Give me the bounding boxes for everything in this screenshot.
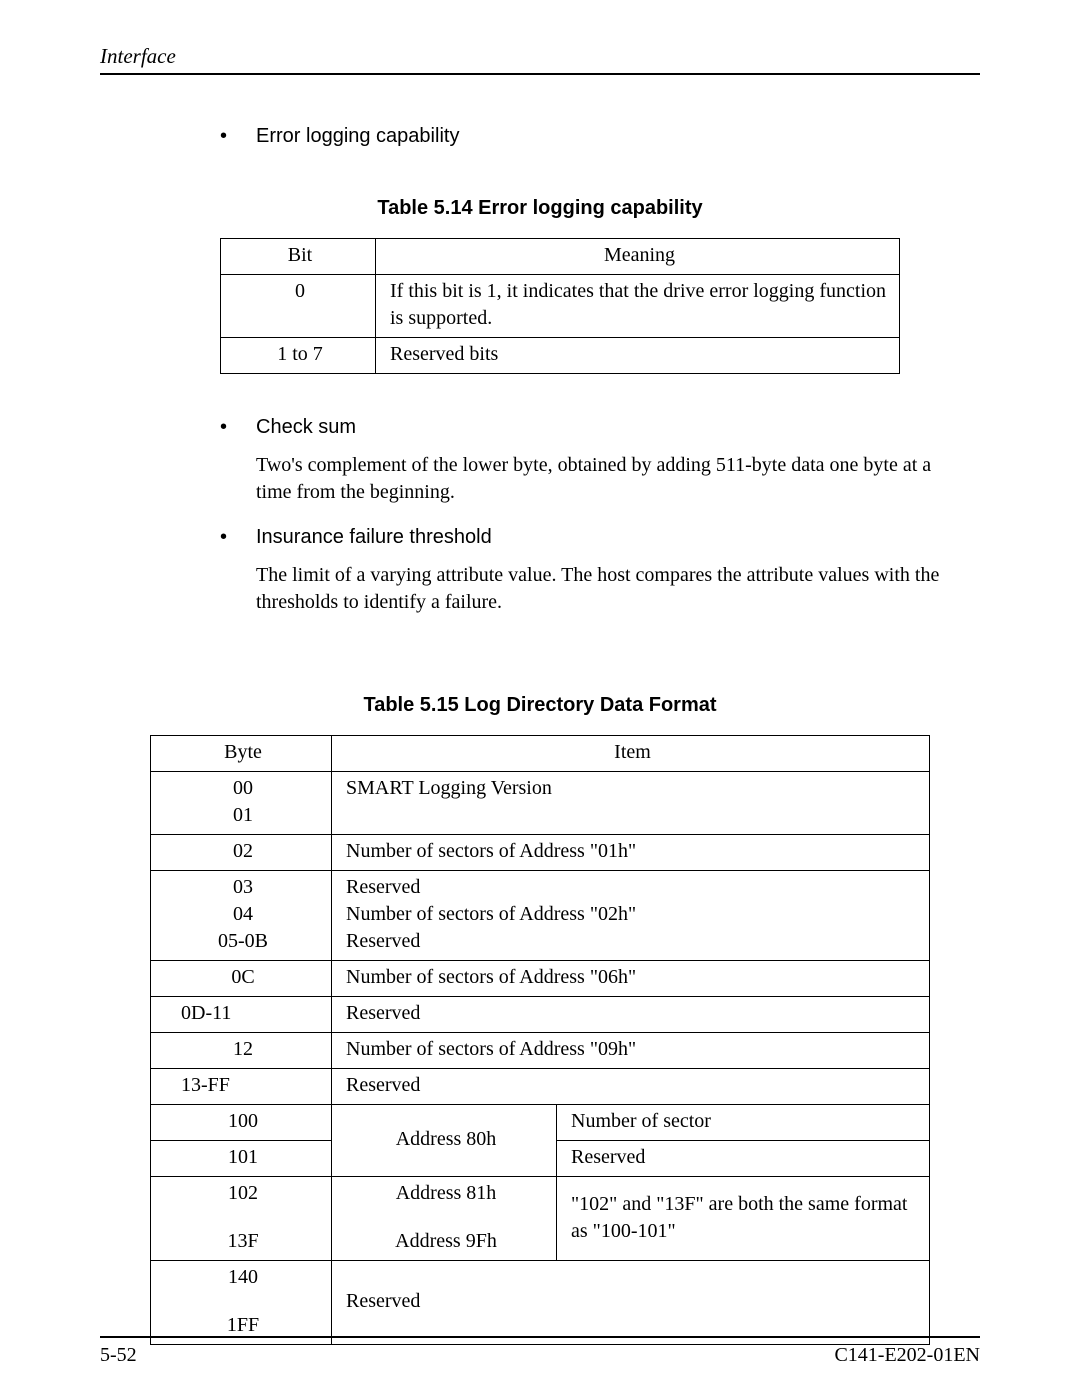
bullet-item: • Check sum xyxy=(220,414,980,440)
table-row: 13-FF Reserved xyxy=(151,1069,930,1105)
cell-item: Number of sectors of Address "09h" xyxy=(332,1033,930,1069)
cell-item: Number of sectors of Address "01h" xyxy=(332,835,930,871)
footer-rule xyxy=(100,1336,980,1338)
bullet-text: Insurance failure threshold xyxy=(256,524,492,550)
bullet-dot-icon: • xyxy=(220,123,256,149)
cell-item: Number of sectors of Address "06h" xyxy=(332,961,930,997)
table-row: 0 If this bit is 1, it indicates that th… xyxy=(221,275,900,338)
table-row: Bit Meaning xyxy=(221,239,900,275)
doc-code: C141-E202-01EN xyxy=(834,1344,980,1367)
cell-addr: Address 9Fh xyxy=(332,1225,557,1261)
paragraph-threshold: The limit of a varying attribute value. … xyxy=(256,562,950,616)
cell-byte: 02 xyxy=(151,835,332,871)
cell-note: "102" and "13F" are both the same format… xyxy=(557,1177,930,1261)
page-header: Interface xyxy=(100,44,980,75)
table-header-bit: Bit xyxy=(221,239,376,275)
bullet-dot-icon: • xyxy=(220,414,256,440)
cell-byte: 0C xyxy=(151,961,332,997)
page: Interface • Error logging capability Tab… xyxy=(0,0,1080,1397)
table-row: 0C Number of sectors of Address "06h" xyxy=(151,961,930,997)
table-515: Byte Item 00 01 SMART Logging Version 02… xyxy=(150,735,930,1345)
cell-byte: 13-FF xyxy=(151,1069,332,1105)
cell-meaning: If this bit is 1, it indicates that the … xyxy=(376,275,900,338)
cell-addr: Address 81h xyxy=(332,1177,557,1226)
cell-byte: 12 xyxy=(151,1033,332,1069)
cell-item: Reserved Number of sectors of Address "0… xyxy=(332,871,930,961)
paragraph-checksum: Two's complement of the lower byte, obta… xyxy=(256,452,950,506)
table-header-meaning: Meaning xyxy=(376,239,900,275)
content-area: • Error logging capability Table 5.14 Er… xyxy=(100,83,980,1345)
table-row: 0D-11 Reserved xyxy=(151,997,930,1033)
table-row: 140 Reserved xyxy=(151,1261,930,1310)
table-caption-515: Table 5.15 Log Directory Data Format xyxy=(100,694,980,717)
cell-byte: 102 xyxy=(151,1177,332,1226)
cell-byte: 00 01 xyxy=(151,772,332,835)
bullet-dot-icon: • xyxy=(220,524,256,550)
table-row: 1 to 7 Reserved bits xyxy=(221,338,900,374)
cell-item: Reserved xyxy=(332,1261,930,1345)
table-row: 102 Address 81h "102" and "13F" are both… xyxy=(151,1177,930,1226)
cell-byte: 140 xyxy=(151,1261,332,1310)
cell-item: Reserved xyxy=(332,997,930,1033)
cell-byte: 101 xyxy=(151,1141,332,1177)
table-row: 00 01 SMART Logging Version xyxy=(151,772,930,835)
header-section-title: Interface xyxy=(100,44,176,68)
table-caption-514: Table 5.14 Error logging capability xyxy=(100,197,980,220)
page-number: 5-52 xyxy=(100,1344,137,1367)
bullet-item: • Error logging capability xyxy=(220,123,980,149)
cell-byte: 100 xyxy=(151,1105,332,1141)
cell-byte: 03 04 05-0B xyxy=(151,871,332,961)
cell-right: Reserved xyxy=(557,1141,930,1177)
table-header-byte: Byte xyxy=(151,736,332,772)
table-row: 12 Number of sectors of Address "09h" xyxy=(151,1033,930,1069)
table-row: 100 Address 80h Number of sector xyxy=(151,1105,930,1141)
cell-byte: 13F xyxy=(151,1225,332,1261)
table-row: Byte Item xyxy=(151,736,930,772)
table-row: 02 Number of sectors of Address "01h" xyxy=(151,835,930,871)
table-header-item: Item xyxy=(332,736,930,772)
cell-bit: 0 xyxy=(221,275,376,338)
cell-bit: 1 to 7 xyxy=(221,338,376,374)
cell-right: Number of sector xyxy=(557,1105,930,1141)
cell-item: SMART Logging Version xyxy=(332,772,930,835)
header-rule xyxy=(100,73,980,75)
table-row: 03 04 05-0B Reserved Number of sectors o… xyxy=(151,871,930,961)
table-514: Bit Meaning 0 If this bit is 1, it indic… xyxy=(220,238,900,374)
cell-meaning: Reserved bits xyxy=(376,338,900,374)
cell-item: Reserved xyxy=(332,1069,930,1105)
cell-addr: Address 80h xyxy=(332,1105,557,1177)
bullet-item: • Insurance failure threshold xyxy=(220,524,980,550)
cell-byte: 0D-11 xyxy=(151,997,332,1033)
page-footer: 5-52 C141-E202-01EN xyxy=(100,1336,980,1367)
bullet-text: Error logging capability xyxy=(256,123,459,149)
bullet-text: Check sum xyxy=(256,414,356,440)
